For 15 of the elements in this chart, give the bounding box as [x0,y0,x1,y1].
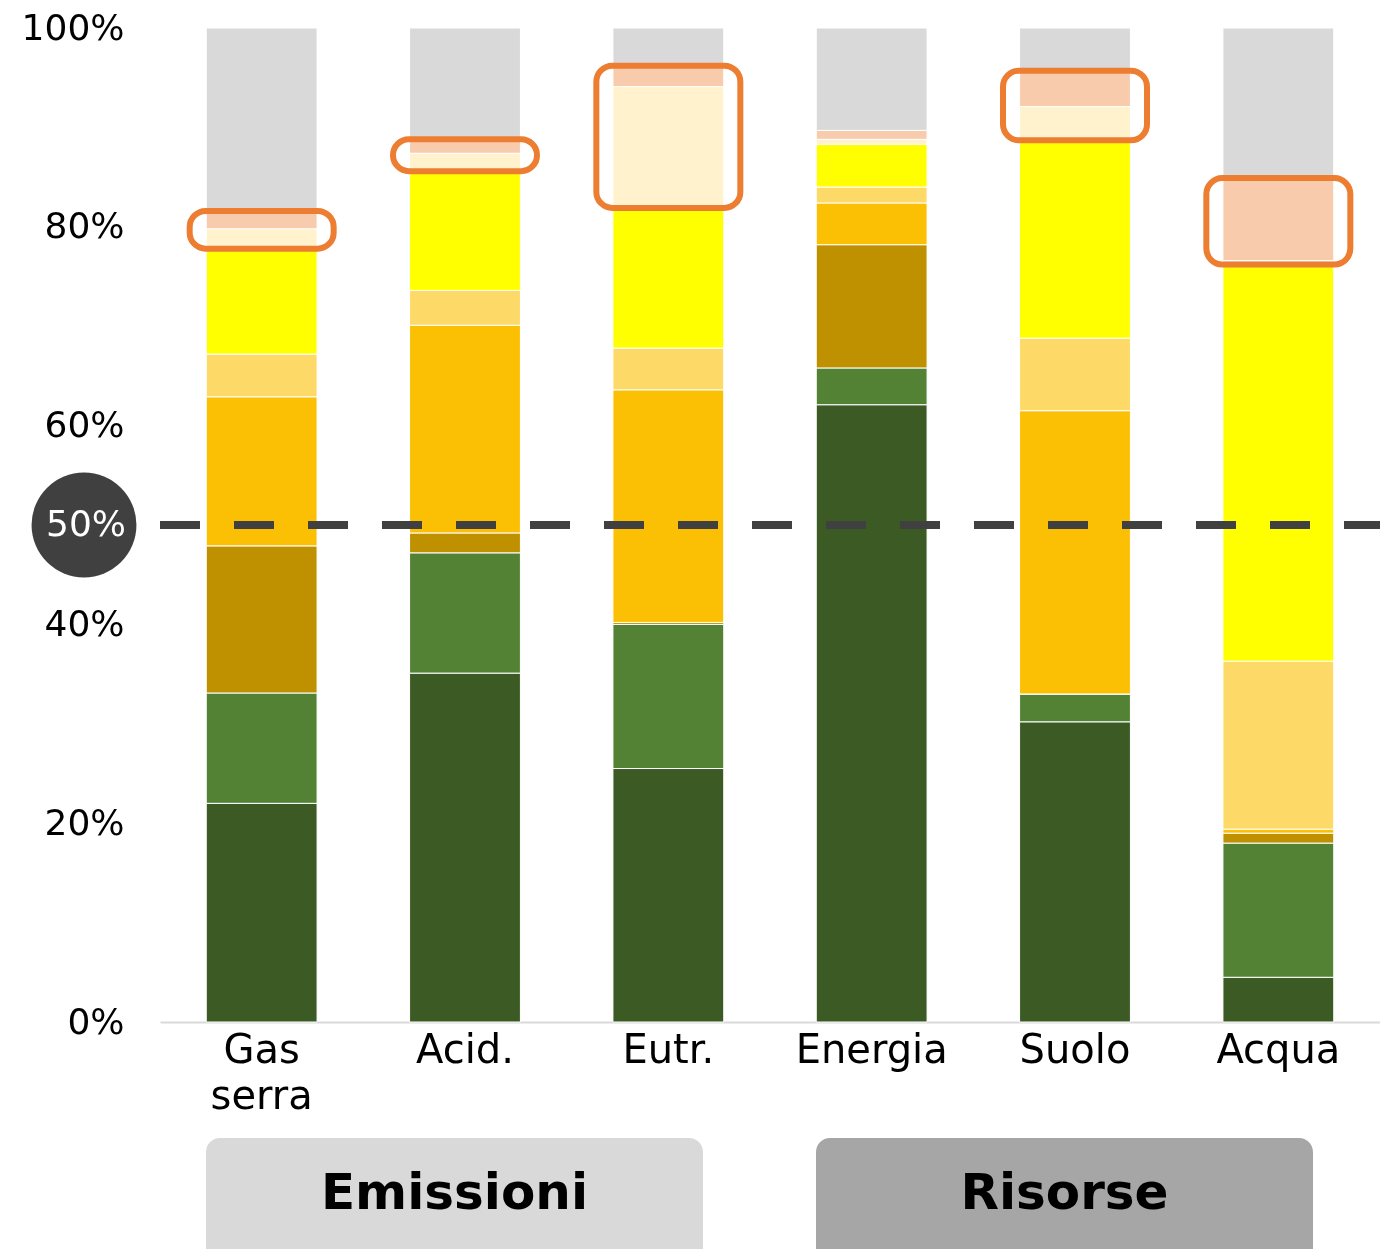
text: Risorse [960,1163,1169,1221]
text: Emissioni [320,1163,589,1221]
x-tick-label: Acid. [416,1025,514,1072]
y-tick-label: 100% [21,6,125,48]
x-tick-label: Eutr. [622,1025,715,1072]
y-tick-label: 80% [44,205,125,247]
x-tick-label: Energia [795,1025,948,1072]
y-tick-label: 60% [44,404,125,446]
x-tick-label: Acqua [1216,1025,1341,1072]
x-tick-label: Suolo [1019,1025,1131,1072]
ref-line-label: 50% [45,503,127,544]
y-tick-label: 20% [44,801,125,843]
y-tick-label: 0% [67,1000,125,1042]
x-tick-label: Gas serra [210,1025,313,1118]
y-tick-label: 40% [44,602,125,644]
